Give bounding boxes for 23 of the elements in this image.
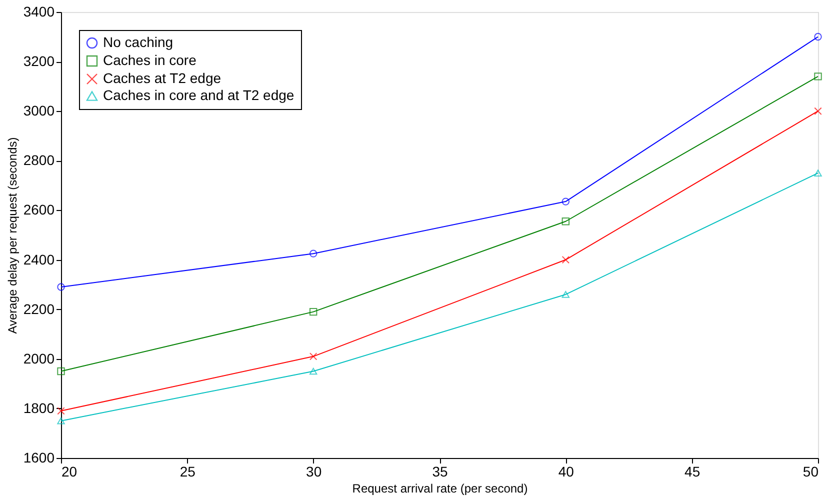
x-tick-label: 50	[802, 464, 819, 480]
y-tick-label: 1800	[23, 400, 55, 416]
legend-label: Caches in core and at T2 edge	[103, 87, 294, 103]
x-tick-label: 40	[558, 464, 574, 480]
y-tick-label: 2200	[23, 300, 55, 317]
x-tick-label: 45	[684, 464, 700, 480]
legend-label: Caches in core	[103, 52, 197, 68]
y-tick-label: 2000	[23, 350, 55, 366]
y-tick-label: 2800	[23, 152, 55, 168]
y-tick-label: 1600	[23, 450, 55, 466]
y-tick-label: 3000	[23, 102, 55, 119]
x-axis-title: Request arrival rate (per second)	[352, 482, 528, 496]
y-axis-title: Average delay per request (seconds)	[5, 137, 20, 334]
y-tick-label: 3400	[23, 4, 55, 20]
x-tick-label: 25	[180, 464, 196, 480]
x-tick-label: 35	[432, 464, 448, 480]
legend-label: Caches at T2 edge	[103, 70, 222, 86]
x-tick-label: 20	[62, 464, 78, 480]
legend-label: No caching	[103, 34, 174, 50]
y-tick-label: 3200	[23, 53, 55, 70]
y-tick-label: 2400	[23, 251, 55, 268]
x-tick-label: 30	[306, 464, 322, 480]
y-tick-label: 2600	[23, 202, 55, 218]
